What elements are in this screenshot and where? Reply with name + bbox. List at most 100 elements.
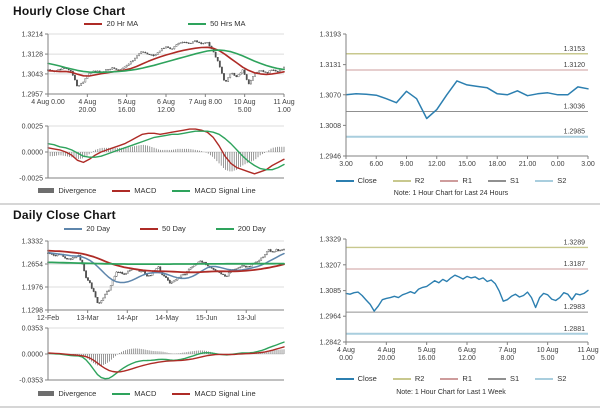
svg-text:20.00: 20.00: [79, 107, 97, 114]
legend-label: R2: [414, 374, 425, 383]
svg-text:1.2654: 1.2654: [22, 262, 44, 269]
legend-item-s1: S1: [488, 374, 519, 383]
svg-text:4 Aug: 4 Aug: [377, 347, 395, 354]
legend-item-s2: S2: [535, 374, 566, 383]
svg-text:13-Jul: 13-Jul: [237, 315, 257, 322]
svg-text:11 Aug: 11 Aug: [273, 99, 294, 106]
svg-text:20.00: 20.00: [378, 355, 396, 362]
legend-label: MACD Signal Line: [194, 186, 256, 195]
legend-item-50-day: 50 Day: [140, 224, 186, 233]
svg-text:1.3036: 1.3036: [564, 104, 586, 111]
legend-item-s2: S2: [535, 176, 566, 185]
svg-text:12-Feb: 12-Feb: [37, 315, 59, 322]
hourly-macd-legend: Divergence MACD MACD Signal Line: [6, 186, 288, 195]
legend-item-macd: MACD: [112, 389, 156, 398]
legend-label: MACD: [134, 389, 157, 398]
bar-swatch-icon: [38, 188, 55, 193]
svg-text:1.3207: 1.3207: [320, 262, 342, 269]
legend-item-macd: MACD: [112, 186, 156, 195]
svg-text:0.0000: 0.0000: [22, 352, 44, 359]
line-swatch-icon: [535, 179, 554, 182]
svg-text:4 Aug 0.00: 4 Aug 0.00: [31, 99, 65, 106]
bottom-divider: [0, 406, 600, 408]
svg-text:1.3008: 1.3008: [320, 123, 342, 130]
line-swatch-icon: [488, 179, 506, 182]
svg-text:1.3289: 1.3289: [564, 239, 586, 246]
line-swatch-icon: [112, 189, 131, 192]
line-swatch-icon: [335, 179, 354, 182]
legend-label: 20 Hr MA: [106, 19, 139, 28]
legend-item-50-hrs-ma: 50 Hrs MA: [188, 19, 246, 28]
line-swatch-icon: [488, 377, 506, 380]
svg-text:21.00: 21.00: [519, 161, 537, 168]
svg-text:1.3214: 1.3214: [22, 32, 44, 39]
legend-label: Divergence: [58, 389, 97, 398]
svg-text:6.00: 6.00: [369, 161, 383, 168]
legend-label: R1: [462, 176, 472, 185]
svg-text:3.00: 3.00: [581, 161, 595, 168]
hourly-pivot-note: Note: 1 Hour Chart for Last 24 Hours: [393, 190, 509, 197]
svg-text:0.0025: 0.0025: [22, 124, 44, 131]
legend-label: R2: [414, 176, 425, 185]
svg-text:6 Aug: 6 Aug: [458, 347, 476, 354]
svg-text:-0.0025: -0.0025: [19, 176, 43, 183]
hourly-pivot-legend: Close R2 R1 S1 S2: [306, 176, 596, 185]
svg-text:8.00: 8.00: [501, 355, 515, 362]
svg-text:7 Aug 8.00: 7 Aug 8.00: [189, 99, 223, 106]
legend-item-r1: R1: [440, 176, 472, 185]
svg-text:1.1976: 1.1976: [22, 285, 44, 292]
legend-item-close: Close: [335, 374, 377, 383]
svg-text:5 Aug: 5 Aug: [418, 347, 436, 354]
line-swatch-icon: [335, 377, 354, 380]
svg-text:9.00: 9.00: [400, 161, 414, 168]
line-swatch-icon: [140, 227, 159, 230]
svg-text:1.3187: 1.3187: [564, 261, 586, 268]
svg-text:1.3128: 1.3128: [22, 52, 44, 59]
svg-text:10 Aug: 10 Aug: [537, 347, 559, 354]
svg-text:1.3332: 1.3332: [22, 239, 44, 246]
section-divider: [0, 203, 600, 205]
svg-text:1.2842: 1.2842: [320, 340, 342, 347]
hourly-macd-chart: 0.0025 0.0000 -0.0025: [19, 124, 285, 183]
line-swatch-icon: [112, 392, 131, 395]
svg-text:1.3085: 1.3085: [320, 288, 342, 295]
svg-text:1.3193: 1.3193: [320, 32, 342, 39]
svg-text:1.3120: 1.3120: [564, 62, 586, 69]
svg-text:11 Aug: 11 Aug: [577, 347, 598, 354]
legend-label: Close: [357, 374, 377, 383]
svg-text:5 Aug: 5 Aug: [118, 99, 136, 106]
svg-text:3.00: 3.00: [339, 161, 353, 168]
svg-text:18.00: 18.00: [488, 161, 506, 168]
svg-text:12.00: 12.00: [458, 355, 476, 362]
svg-text:1.2957: 1.2957: [22, 92, 44, 99]
svg-text:1.00: 1.00: [581, 355, 595, 362]
svg-text:16.00: 16.00: [118, 107, 136, 114]
line-swatch-icon: [172, 189, 191, 192]
line-swatch-icon: [440, 179, 459, 182]
legend-label: 20 Day: [86, 224, 111, 233]
legend-item-20-hr-ma: 20 Hr MA: [84, 19, 138, 28]
legend-item-macd-signal-line: MACD Signal Line: [172, 389, 256, 398]
line-swatch-icon: [215, 227, 234, 230]
legend-item-r2: R2: [392, 374, 425, 383]
svg-text:12.00: 12.00: [428, 161, 446, 168]
daily-pivot-note: Note: 1 Hour Chart for Last 1 Week: [396, 389, 506, 396]
svg-text:16.00: 16.00: [418, 355, 436, 362]
legend-item-20-day: 20 Day: [64, 224, 110, 233]
line-swatch-icon: [535, 377, 554, 380]
svg-text:1.3043: 1.3043: [22, 71, 44, 78]
legend-item-divergence: Divergence: [38, 389, 96, 398]
svg-text:10 Aug: 10 Aug: [234, 99, 256, 106]
hourly-section-title: Hourly Close Chart: [13, 4, 126, 18]
line-swatch-icon: [172, 392, 191, 395]
line-swatch-icon: [84, 22, 103, 25]
line-swatch-icon: [392, 179, 411, 182]
legend-item-r2: R2: [392, 176, 425, 185]
svg-text:15.00: 15.00: [458, 161, 476, 168]
svg-text:12.00: 12.00: [157, 107, 175, 114]
